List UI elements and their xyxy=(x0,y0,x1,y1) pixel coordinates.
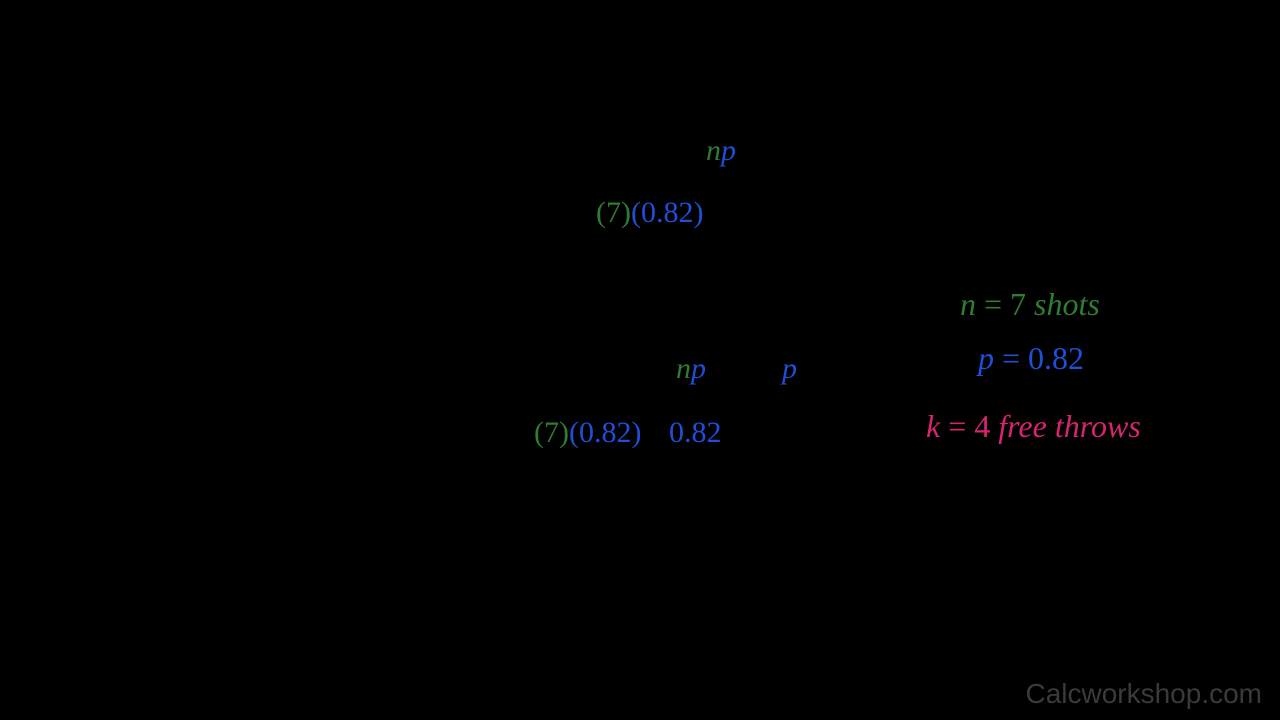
sd-substituted-p: 0.82 xyxy=(669,416,722,450)
mean-formula-np: np xyxy=(706,134,736,168)
sd-substituted-np: (7)(0.82) xyxy=(534,416,642,450)
mean-substituted: (7)(0.82) xyxy=(596,196,704,230)
given-p: p = 0.82 xyxy=(978,340,1084,377)
math-slide: { "colors": { "background": "#000000", "… xyxy=(0,0,1280,720)
sd-formula-p: p xyxy=(782,352,797,386)
sd-formula-np: np xyxy=(676,352,706,386)
given-k: k = 4 free throws xyxy=(926,408,1141,445)
given-n: n = 7 shots xyxy=(960,286,1100,323)
watermark: Calcworkshop.com xyxy=(1025,678,1262,710)
